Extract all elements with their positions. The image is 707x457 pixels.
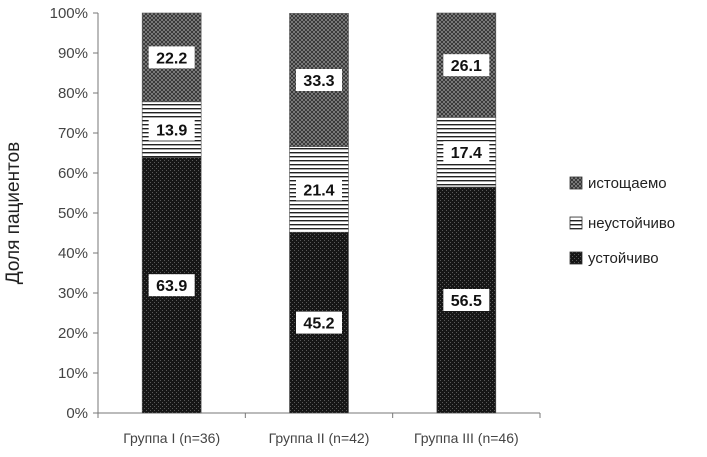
data-label-box	[296, 69, 342, 91]
y-tick-label: 0%	[66, 405, 88, 422]
y-tick-label: 50%	[58, 205, 88, 222]
data-label-box	[296, 311, 342, 334]
data-label-box	[443, 54, 490, 77]
data-label: 63.9	[156, 278, 187, 295]
data-label-box	[148, 46, 195, 69]
data-label: 45.2	[303, 316, 334, 333]
x-category-label: Группа III (n=46)	[414, 430, 519, 446]
y-tick-label: 40%	[58, 245, 88, 262]
x-category-label: Группа I (n=36)	[123, 430, 220, 446]
data-label-box	[443, 141, 490, 164]
data-label-box	[443, 289, 490, 311]
y-tick-label: 20%	[58, 325, 88, 342]
legend-swatch	[569, 251, 583, 265]
data-label: 33.3	[303, 73, 334, 90]
y-tick-label: 10%	[58, 365, 88, 382]
data-label: 22.2	[156, 50, 187, 67]
legend-label: устойчиво	[588, 250, 659, 267]
legend-label: неустойчиво	[588, 215, 675, 232]
y-tick-label: 100%	[50, 5, 88, 22]
data-label: 56.5	[451, 293, 482, 310]
legend-label: истощаемо	[588, 175, 667, 192]
legend-swatch	[569, 176, 583, 190]
y-axis-title: Доля пациентов	[3, 142, 24, 284]
data-label: 21.4	[303, 182, 334, 199]
data-label-box	[148, 274, 195, 297]
y-tick-label: 70%	[58, 125, 88, 142]
data-label: 17.4	[451, 145, 482, 162]
data-label-box	[296, 178, 342, 201]
y-tick-label: 30%	[58, 285, 88, 302]
data-label: 13.9	[156, 123, 187, 140]
y-tick-label: 90%	[58, 45, 88, 62]
data-label: 26.1	[451, 58, 482, 75]
y-tick-label: 60%	[58, 165, 88, 182]
data-label-box	[148, 118, 195, 141]
y-tick-label: 80%	[58, 85, 88, 102]
x-category-label: Группа II (n=42)	[269, 430, 370, 446]
legend-swatch	[569, 216, 583, 230]
